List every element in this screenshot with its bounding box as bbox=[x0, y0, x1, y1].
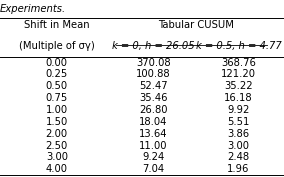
Text: 9.24: 9.24 bbox=[142, 152, 164, 162]
Text: (Multiple of σγ): (Multiple of σγ) bbox=[19, 41, 95, 51]
Text: 3.00: 3.00 bbox=[46, 152, 68, 162]
Text: 18.04: 18.04 bbox=[139, 117, 168, 127]
Text: 35.46: 35.46 bbox=[139, 93, 168, 103]
Text: 2.00: 2.00 bbox=[46, 129, 68, 139]
Text: 0.00: 0.00 bbox=[46, 58, 68, 68]
Text: 0.50: 0.50 bbox=[46, 81, 68, 91]
Text: 0.75: 0.75 bbox=[46, 93, 68, 103]
Text: 9.92: 9.92 bbox=[227, 105, 250, 115]
Text: k = 0, h = 26.05: k = 0, h = 26.05 bbox=[112, 41, 195, 51]
Text: 121.20: 121.20 bbox=[221, 69, 256, 79]
Text: 52.47: 52.47 bbox=[139, 81, 168, 91]
Text: Experiments.: Experiments. bbox=[0, 4, 66, 13]
Text: 7.04: 7.04 bbox=[142, 164, 164, 174]
Text: 1.96: 1.96 bbox=[227, 164, 250, 174]
Text: 370.08: 370.08 bbox=[136, 58, 171, 68]
Text: 0.25: 0.25 bbox=[46, 69, 68, 79]
Text: 11.00: 11.00 bbox=[139, 141, 168, 151]
Text: k = 0.5, h = 4.77: k = 0.5, h = 4.77 bbox=[196, 41, 281, 51]
Text: 5.51: 5.51 bbox=[227, 117, 250, 127]
Text: 26.80: 26.80 bbox=[139, 105, 168, 115]
Text: Tabular CUSUM: Tabular CUSUM bbox=[158, 20, 234, 30]
Text: Shift in Mean: Shift in Mean bbox=[24, 20, 90, 30]
Text: 100.88: 100.88 bbox=[136, 69, 171, 79]
Text: 1.00: 1.00 bbox=[46, 105, 68, 115]
Text: 368.76: 368.76 bbox=[221, 58, 256, 68]
Text: 1.50: 1.50 bbox=[46, 117, 68, 127]
Text: 2.48: 2.48 bbox=[227, 152, 250, 162]
Text: 3.00: 3.00 bbox=[227, 141, 250, 151]
Text: 2.50: 2.50 bbox=[46, 141, 68, 151]
Text: 3.86: 3.86 bbox=[227, 129, 250, 139]
Text: 4.00: 4.00 bbox=[46, 164, 68, 174]
Text: 16.18: 16.18 bbox=[224, 93, 253, 103]
Text: 13.64: 13.64 bbox=[139, 129, 168, 139]
Text: 35.22: 35.22 bbox=[224, 81, 253, 91]
